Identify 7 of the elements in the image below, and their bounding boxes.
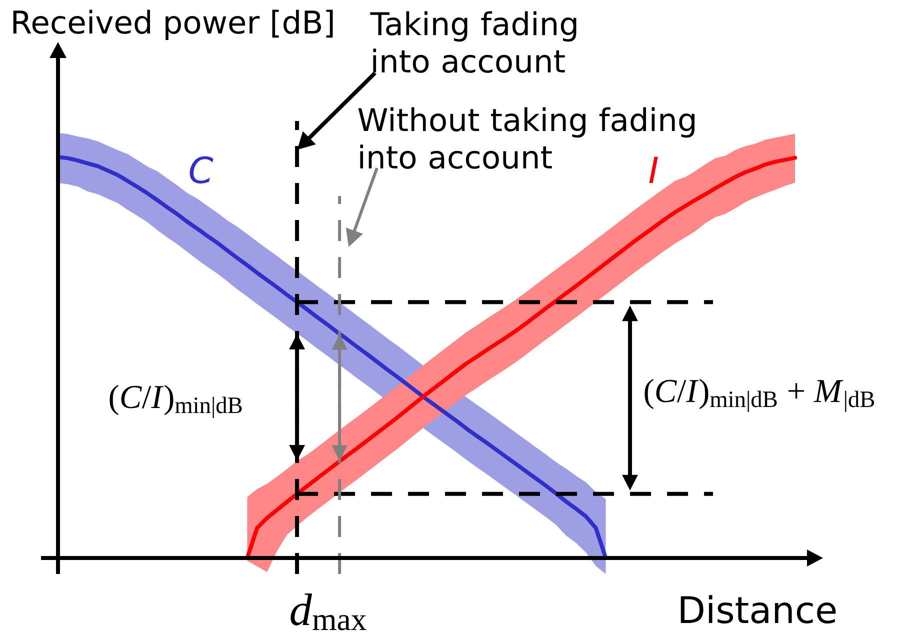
text: d$_{max}$ (290, 594, 366, 630)
text: Taking fading into account (370, 11, 576, 73)
x-axis-title: Distance (680, 595, 836, 624)
annotation: (C/I)$_{min|dB}$ (110, 384, 242, 418)
y-axis-title: Received power [dB] (13, 10, 333, 40)
series-label: C (190, 156, 214, 184)
text: (C/I)$_{min|dB}$ + M$_{|dB}$ (644, 378, 874, 412)
